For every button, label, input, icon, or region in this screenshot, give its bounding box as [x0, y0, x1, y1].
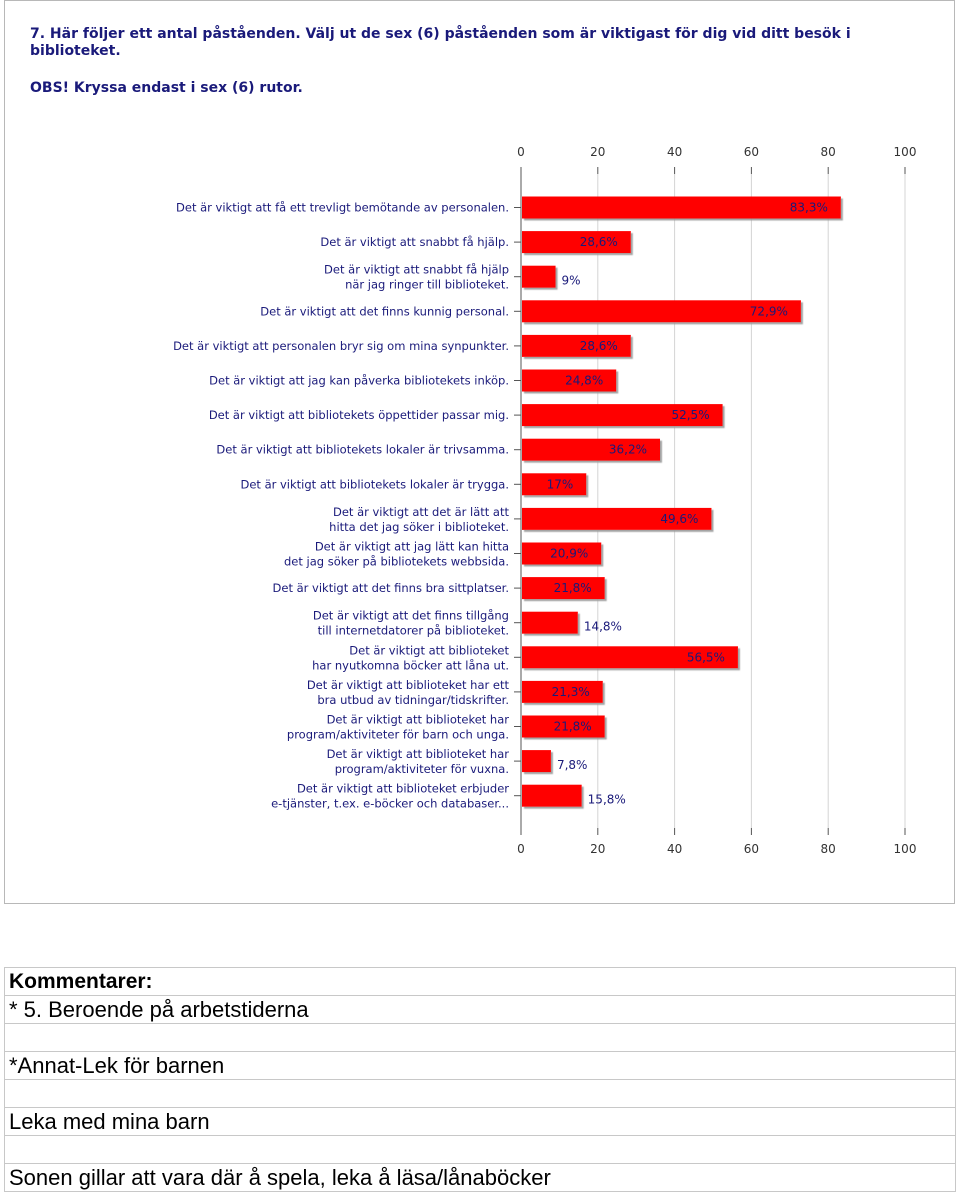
comment-row: Sonen gillar att vara där å spela, leka … [4, 1163, 956, 1192]
data-label: 21,8% [554, 720, 592, 734]
category-label: Det är viktigt att bibliotekets lokaler … [216, 443, 509, 457]
bar [522, 577, 605, 600]
bar [522, 438, 661, 461]
category-label: Det är viktigt att det finns kunnig pers… [260, 304, 509, 318]
category-label: Det är viktigt att jag kan påverka bibli… [209, 374, 509, 388]
bar [522, 473, 587, 496]
x-tick-label-bottom: 60 [744, 842, 759, 856]
category-label: Det är viktigt att biblioteket har ett [307, 678, 510, 692]
data-label: 7,8% [557, 758, 588, 772]
comments-table: Kommentarer: * 5. Beroende på arbetstide… [4, 967, 956, 1192]
category-label: hitta det jag söker i biblioteket. [329, 520, 509, 534]
x-tick-label-bottom: 100 [894, 842, 917, 856]
x-tick-label-top: 80 [821, 145, 836, 159]
question-note: OBS! Kryssa endast i sex (6) rutor. [30, 80, 303, 96]
category-label: det jag söker på bibliotekets webbsida. [284, 555, 509, 569]
data-label: 72,9% [750, 304, 788, 318]
comment-spacer-row [4, 1079, 956, 1108]
bar-chart: 0 0 20 20 40 40 60 60 80 80 100 100 Det är viktigt … [173, 145, 917, 856]
comment-row: *Annat-Lek för barnen [4, 1051, 956, 1080]
category-label: Det är viktigt att det är lätt att [333, 505, 510, 519]
data-label: 83,3% [790, 201, 828, 215]
comment-row: * 5. Beroende på arbetstiderna [4, 995, 956, 1024]
data-label: 49,6% [660, 512, 698, 526]
x-tick-label-bottom: 0 [517, 842, 525, 856]
x-tick-label-top: 20 [590, 145, 605, 159]
category-label: Det är viktigt att biblioteket erbjuder [297, 782, 509, 796]
data-label: 20,9% [550, 547, 588, 561]
data-label: 15,8% [588, 793, 626, 807]
x-tick-label-top: 40 [667, 145, 682, 159]
category-label: Det är viktigt att biblioteket har [327, 713, 510, 727]
bar [522, 369, 617, 392]
comments-heading: Kommentarer: [4, 967, 956, 996]
x-tick-label-bottom: 20 [590, 842, 605, 856]
bar [522, 715, 605, 738]
bar [522, 646, 738, 669]
comment-spacer-row [4, 1023, 956, 1052]
category-label: Det är viktigt att personalen bryr sig o… [173, 339, 509, 353]
bar [522, 231, 631, 254]
data-label: 21,3% [552, 685, 590, 699]
category-label: Det är viktigt att bibliotekets öppettid… [209, 408, 509, 422]
data-label: 21,8% [554, 581, 592, 595]
x-tick-label-bottom: 40 [667, 842, 682, 856]
bar [522, 542, 602, 565]
x-tick-label-top: 60 [744, 145, 759, 159]
bar [522, 196, 841, 219]
x-tick-label-top: 0 [517, 145, 525, 159]
bar [522, 680, 603, 703]
category-label: e-tjänster, t.ex. e-böcker och databaser… [271, 797, 509, 811]
data-label: 14,8% [584, 620, 622, 634]
category-label: har nyutkomna böcker att låna ut. [312, 658, 509, 672]
data-label: 56,5% [687, 650, 725, 664]
data-label: 24,8% [565, 374, 603, 388]
category-label: bra utbud av tidningar/tidskrifter. [317, 693, 509, 707]
category-label: till internetdatorer på biblioteket. [318, 624, 509, 638]
x-tick-label-bottom: 80 [821, 842, 836, 856]
category-label: Det är viktigt att jag lätt kan hitta [315, 540, 509, 554]
category-label: Det är viktigt att snabbt få hjälp. [320, 235, 509, 249]
bar [522, 750, 551, 773]
bar [522, 334, 631, 357]
bar [522, 507, 712, 530]
data-label: 17% [547, 477, 574, 491]
data-label: 52,5% [671, 408, 709, 422]
data-label: 36,2% [609, 443, 647, 457]
x-tick-label-top: 100 [894, 145, 917, 159]
bar [522, 784, 582, 807]
category-label: Det är viktigt att biblioteket [349, 643, 509, 657]
category-label: Det är viktigt att få ett trevligt bemöt… [176, 201, 509, 215]
data-label: 28,6% [580, 235, 618, 249]
category-label: Det är viktigt att snabbt få hjälp [324, 263, 509, 277]
category-label: Det är viktigt att det finns bra sittpla… [273, 581, 509, 595]
category-label: program/aktiviteter för vuxna. [335, 762, 509, 776]
bar [522, 265, 556, 288]
category-label: Det är viktigt att bibliotekets lokaler … [240, 477, 509, 491]
comment-row: Leka med mina barn [4, 1107, 956, 1136]
chart-panel [4, 0, 955, 904]
data-label: 9% [562, 274, 581, 288]
bar [522, 300, 801, 323]
question-title: 7. Här följer ett antal påståenden. Välj… [30, 26, 851, 59]
bar [522, 404, 723, 427]
bar [522, 611, 578, 634]
category-label: program/aktiviteter för barn och unga. [287, 728, 509, 742]
category-label: när jag ringer till biblioteket. [345, 278, 509, 292]
comment-spacer-row [4, 1135, 956, 1164]
data-label: 28,6% [580, 339, 618, 353]
category-label: Det är viktigt att det finns tillgång [313, 609, 509, 623]
category-label: Det är viktigt att biblioteket har [327, 747, 510, 761]
